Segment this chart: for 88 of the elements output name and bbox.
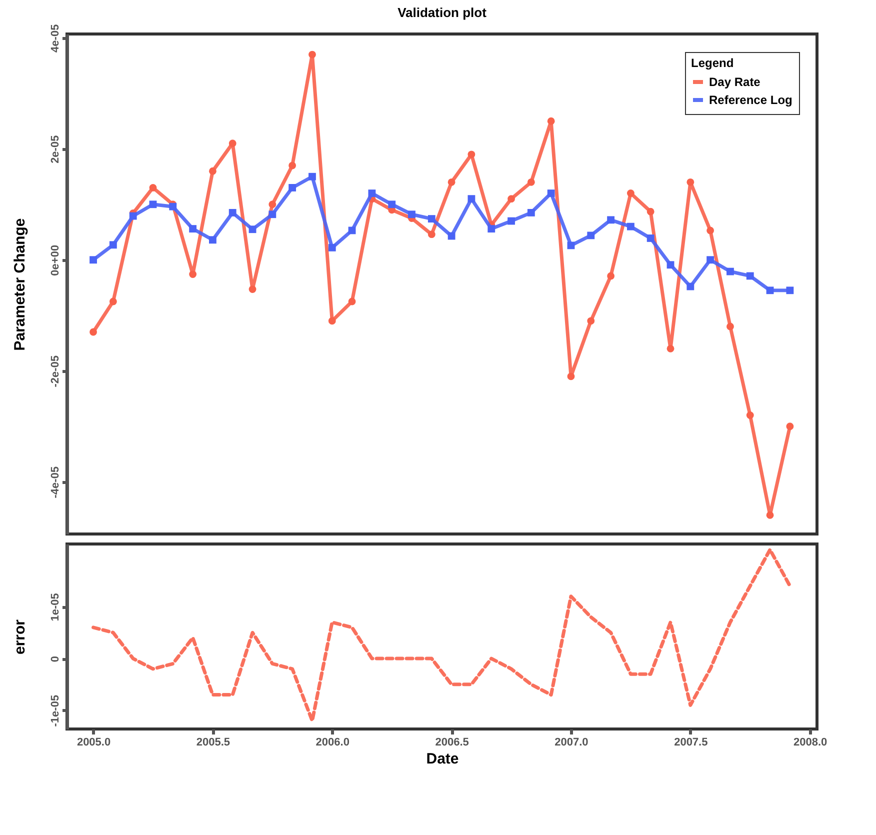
point (328, 244, 336, 252)
point (408, 210, 416, 218)
legend-label: Reference Log (709, 93, 792, 107)
point (208, 167, 216, 175)
point (109, 241, 117, 249)
point (428, 230, 436, 238)
point (388, 200, 396, 208)
point (228, 140, 236, 148)
point (129, 212, 137, 220)
point (308, 50, 316, 58)
point (646, 234, 654, 242)
chart-title: Validation plot (398, 4, 488, 20)
y-tick-label: 4e-05 (50, 24, 62, 52)
point (527, 178, 535, 186)
point (726, 268, 734, 276)
point (587, 317, 595, 325)
point (547, 190, 555, 197)
point (288, 184, 296, 192)
x-tick-label: 2005.5 (196, 736, 230, 748)
point (626, 190, 634, 197)
y-axis-title: Parameter Change (12, 218, 28, 351)
point (706, 256, 714, 264)
x-tick-label: 2006.0 (316, 736, 350, 748)
point (189, 225, 197, 232)
point (706, 226, 714, 234)
point (746, 412, 754, 419)
point (508, 195, 515, 203)
point (686, 178, 694, 186)
point (666, 344, 674, 352)
point (428, 215, 436, 223)
point (786, 422, 794, 430)
point (607, 216, 615, 224)
point (567, 372, 575, 380)
point (607, 272, 615, 280)
legend-title: Legend (691, 56, 734, 70)
y-tick-label: 2e-05 (50, 135, 62, 164)
point (248, 286, 256, 293)
x-tick-label: 2006.5 (435, 736, 469, 748)
point (587, 232, 595, 240)
point (109, 298, 117, 306)
x-tick-label: 2007.0 (554, 736, 588, 748)
point (90, 256, 97, 264)
x-tick-label: 2008.0 (794, 736, 828, 748)
point (268, 210, 276, 218)
point (448, 232, 456, 240)
point (626, 222, 634, 230)
point (766, 511, 774, 519)
point (208, 236, 216, 244)
point (786, 286, 794, 294)
legend-label: Day Rate (709, 75, 761, 89)
line-series (92, 548, 792, 722)
y-tick-label: 1e-05 (50, 593, 62, 622)
point (328, 317, 336, 325)
point (149, 200, 157, 208)
y-tick-label: -2e-05 (50, 355, 62, 388)
point (567, 242, 575, 250)
point (666, 261, 674, 269)
point (468, 150, 476, 158)
point (348, 226, 356, 234)
y-tick-label: -1e-05 (50, 694, 62, 727)
y-axis-title: error (12, 619, 28, 655)
point (348, 298, 356, 306)
point (368, 190, 376, 197)
y-tick-label: 0 (50, 656, 62, 662)
y-tick-label: 0e+00 (50, 244, 62, 276)
point (288, 162, 296, 170)
point (228, 208, 236, 216)
point (547, 117, 555, 125)
point (508, 217, 515, 225)
point (248, 226, 256, 234)
point (488, 225, 496, 232)
point (468, 195, 476, 203)
point (527, 208, 535, 216)
point (726, 322, 734, 330)
x-tick-label: 2007.5 (674, 736, 708, 748)
y-tick-label: -4e-05 (50, 466, 62, 498)
point (189, 270, 197, 278)
point (90, 328, 97, 336)
point (646, 208, 654, 216)
point (268, 200, 276, 208)
point (149, 184, 157, 192)
x-axis-title: Date (426, 750, 459, 768)
point (686, 282, 694, 290)
point (746, 272, 754, 280)
point (448, 178, 456, 186)
point (308, 172, 316, 180)
x-tick-label: 2005.0 (76, 736, 111, 748)
point (766, 286, 774, 294)
